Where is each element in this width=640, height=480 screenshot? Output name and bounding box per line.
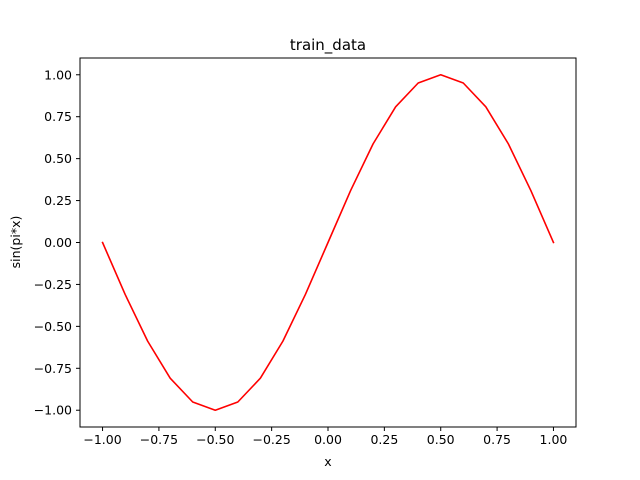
y-tick-label: −0.75 [34, 361, 72, 376]
x-tick-label: 1.00 [540, 432, 568, 447]
y-tick-label: −0.50 [34, 319, 72, 334]
x-tick-label: 0.00 [314, 432, 342, 447]
series-line [101, 73, 555, 412]
y-tick-label: 0.25 [44, 193, 72, 208]
y-tick-label: 0.00 [44, 235, 72, 250]
y-axis-label: sin(pi*x) [8, 216, 23, 269]
x-tick-label: 0.50 [427, 432, 455, 447]
x-tick-label: −0.25 [252, 432, 290, 447]
x-tick-label: −0.50 [196, 432, 234, 447]
x-tick-label: 0.75 [483, 432, 511, 447]
y-tick-label: 1.00 [44, 67, 72, 82]
x-tick-label: −1.00 [83, 432, 121, 447]
y-tick-label: −0.25 [34, 277, 72, 292]
y-axis: −1.00 −0.75 −0.50 −0.25 0.00 0.25 0.50 0.75 1.00 [34, 67, 80, 418]
y-tick-label: 0.50 [44, 151, 72, 166]
y-tick-label: −1.00 [34, 403, 72, 418]
x-axis: −1.00 −0.75 −0.50 −0.25 0.00 0.25 0.50 0.75 1.00 [83, 427, 567, 447]
x-tick-label: 0.25 [370, 432, 398, 447]
chart-title: train_data [290, 36, 366, 55]
series-layer [101, 73, 555, 412]
x-axis-label: x [324, 454, 331, 469]
x-tick-label: −0.75 [140, 432, 178, 447]
y-tick-label: 0.75 [44, 109, 72, 124]
